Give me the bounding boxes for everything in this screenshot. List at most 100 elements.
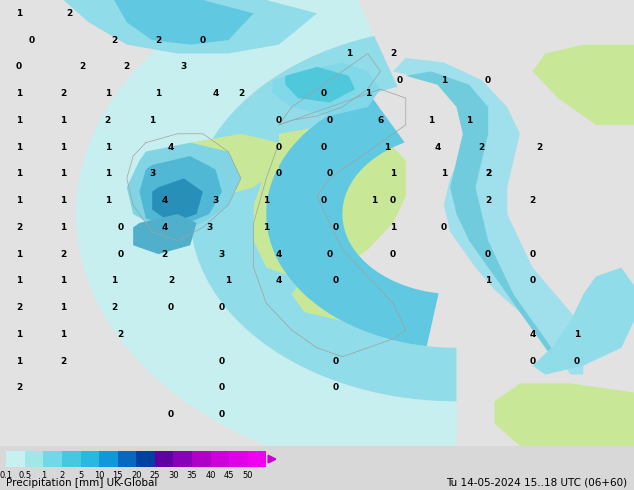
Text: 1: 1 bbox=[60, 276, 67, 285]
Polygon shape bbox=[495, 384, 634, 446]
Bar bbox=[99, 451, 118, 467]
Text: 0: 0 bbox=[333, 276, 339, 285]
Text: 2: 2 bbox=[60, 250, 67, 259]
Polygon shape bbox=[406, 72, 564, 366]
Text: 1: 1 bbox=[441, 170, 447, 178]
Bar bbox=[136, 451, 155, 467]
Text: 2: 2 bbox=[111, 36, 117, 45]
Text: 0: 0 bbox=[390, 250, 396, 259]
Text: 1: 1 bbox=[390, 223, 396, 232]
Text: 2: 2 bbox=[155, 36, 162, 45]
Polygon shape bbox=[285, 67, 355, 102]
Text: 45: 45 bbox=[224, 470, 235, 480]
Text: 0: 0 bbox=[529, 357, 536, 366]
Polygon shape bbox=[114, 0, 254, 45]
Text: 1: 1 bbox=[60, 330, 67, 339]
Polygon shape bbox=[152, 178, 203, 223]
Polygon shape bbox=[178, 134, 279, 196]
Text: 0: 0 bbox=[333, 223, 339, 232]
Bar bbox=[174, 451, 192, 467]
Text: 0: 0 bbox=[320, 143, 327, 151]
Bar bbox=[25, 451, 44, 467]
Text: 1: 1 bbox=[60, 196, 67, 205]
Text: 0: 0 bbox=[441, 223, 447, 232]
Text: 0: 0 bbox=[117, 250, 124, 259]
Text: 0.1: 0.1 bbox=[0, 470, 13, 480]
Text: 1: 1 bbox=[16, 116, 22, 125]
Text: 0: 0 bbox=[327, 250, 333, 259]
Polygon shape bbox=[533, 45, 634, 125]
Text: 1: 1 bbox=[225, 276, 231, 285]
Text: 2: 2 bbox=[60, 89, 67, 98]
Text: 3: 3 bbox=[181, 62, 187, 72]
Polygon shape bbox=[127, 143, 241, 232]
Text: 3: 3 bbox=[149, 170, 155, 178]
Text: 1: 1 bbox=[155, 89, 162, 98]
Text: 1: 1 bbox=[384, 143, 390, 151]
Text: 1: 1 bbox=[466, 116, 472, 125]
Text: 1: 1 bbox=[441, 76, 447, 85]
Text: 4: 4 bbox=[276, 276, 282, 285]
Text: 1: 1 bbox=[60, 143, 67, 151]
Text: 4: 4 bbox=[168, 143, 174, 151]
Text: 2: 2 bbox=[162, 250, 168, 259]
Text: 0: 0 bbox=[200, 36, 206, 45]
Text: 20: 20 bbox=[131, 470, 141, 480]
Text: 1: 1 bbox=[111, 276, 117, 285]
Text: 1: 1 bbox=[60, 303, 67, 312]
Text: 2: 2 bbox=[168, 276, 174, 285]
Text: 0.5: 0.5 bbox=[18, 470, 32, 480]
Text: 1: 1 bbox=[105, 196, 111, 205]
Text: 2: 2 bbox=[479, 143, 485, 151]
Text: 40: 40 bbox=[205, 470, 216, 480]
Polygon shape bbox=[190, 36, 456, 401]
Bar bbox=[118, 451, 136, 467]
Text: 1: 1 bbox=[365, 89, 371, 98]
Text: 0: 0 bbox=[320, 196, 327, 205]
Text: 4: 4 bbox=[434, 143, 441, 151]
Text: 10: 10 bbox=[94, 470, 105, 480]
Text: 0: 0 bbox=[219, 303, 225, 312]
Bar bbox=[81, 451, 99, 467]
Text: 25: 25 bbox=[150, 470, 160, 480]
Text: 1: 1 bbox=[16, 196, 22, 205]
Polygon shape bbox=[133, 214, 197, 254]
Text: 1: 1 bbox=[263, 196, 269, 205]
Text: 6: 6 bbox=[377, 116, 384, 125]
Text: 1: 1 bbox=[16, 357, 22, 366]
Text: 1: 1 bbox=[485, 276, 491, 285]
Text: 2: 2 bbox=[124, 62, 130, 72]
Text: 3: 3 bbox=[212, 196, 219, 205]
Text: 2: 2 bbox=[529, 196, 536, 205]
Text: 0: 0 bbox=[276, 116, 282, 125]
Text: 2: 2 bbox=[111, 303, 117, 312]
Text: 1: 1 bbox=[390, 170, 396, 178]
Text: 4: 4 bbox=[529, 330, 536, 339]
Text: 1: 1 bbox=[16, 9, 22, 18]
Text: 0: 0 bbox=[333, 384, 339, 392]
Text: 2: 2 bbox=[67, 9, 73, 18]
Text: 0: 0 bbox=[117, 223, 124, 232]
Text: 35: 35 bbox=[186, 470, 197, 480]
Polygon shape bbox=[393, 58, 583, 374]
Text: 1: 1 bbox=[428, 116, 434, 125]
Text: 0: 0 bbox=[168, 303, 174, 312]
Text: 1: 1 bbox=[16, 89, 22, 98]
Text: 1: 1 bbox=[574, 330, 580, 339]
Bar bbox=[192, 451, 210, 467]
Text: 1: 1 bbox=[41, 470, 46, 480]
Polygon shape bbox=[76, 0, 456, 482]
Text: 2: 2 bbox=[390, 49, 396, 58]
Text: 0: 0 bbox=[219, 357, 225, 366]
Text: 1: 1 bbox=[16, 143, 22, 151]
Text: 0: 0 bbox=[327, 116, 333, 125]
Text: 4: 4 bbox=[212, 89, 219, 98]
Text: 1: 1 bbox=[149, 116, 155, 125]
Polygon shape bbox=[292, 276, 393, 321]
Text: 1: 1 bbox=[371, 196, 377, 205]
Bar bbox=[210, 451, 229, 467]
Text: 50: 50 bbox=[242, 470, 253, 480]
Bar bbox=[155, 451, 174, 467]
Bar bbox=[248, 451, 266, 467]
Text: 4: 4 bbox=[162, 196, 168, 205]
